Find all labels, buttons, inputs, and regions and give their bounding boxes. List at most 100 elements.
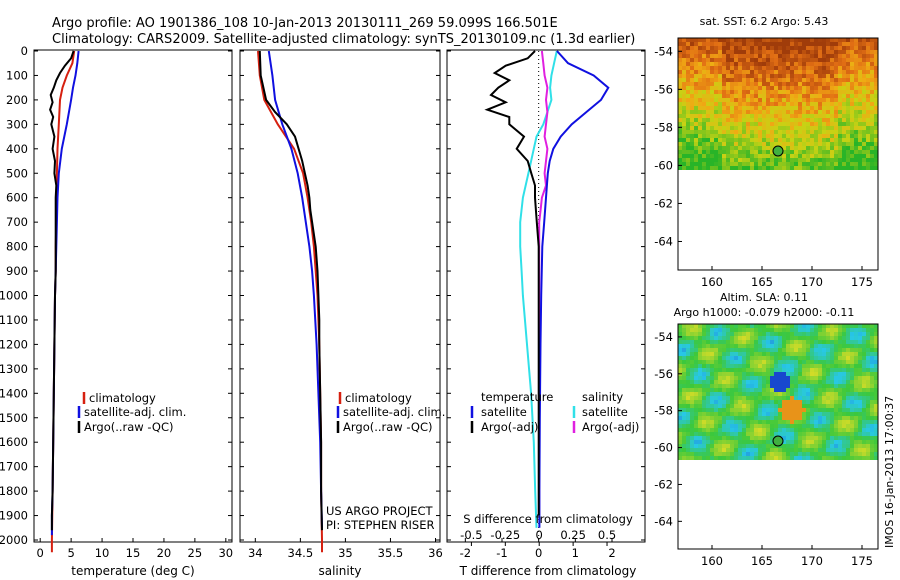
sla-cell [706, 404, 710, 408]
sst-cell [814, 118, 818, 122]
sla-cell [794, 444, 798, 448]
sst-cell [710, 94, 714, 98]
sla-cell [698, 364, 702, 368]
sla-cell [766, 424, 770, 428]
sla-cell [794, 452, 798, 456]
sst-cell [706, 130, 710, 134]
sla-cell [790, 412, 794, 416]
sst-cell [798, 94, 802, 98]
sla-cell [786, 336, 790, 340]
sst-cell [814, 78, 818, 82]
sst-cell [786, 58, 790, 62]
sla-cell [742, 412, 746, 416]
sla-cell [862, 396, 866, 400]
sst-cell [830, 102, 834, 106]
sla-cell [726, 404, 730, 408]
sla-cell [742, 364, 746, 368]
sst-cell [694, 78, 698, 82]
sst-cell [846, 62, 850, 66]
sla-cell [690, 408, 694, 412]
sst-cell [730, 38, 734, 42]
sst-cell [846, 130, 850, 134]
sla-cell [786, 372, 790, 376]
sla-cell [874, 444, 878, 448]
sst-cell [842, 126, 846, 130]
sst-cell [762, 70, 766, 74]
sla-cell [866, 456, 870, 460]
sla-cell [754, 372, 758, 376]
sla-cell [686, 452, 690, 456]
sla-cell [686, 332, 690, 336]
sla-cell [854, 408, 858, 412]
sla-cell [842, 360, 846, 364]
sst-cell [794, 70, 798, 74]
sla-cell [866, 352, 870, 356]
sla-cell [734, 456, 738, 460]
sla-cell [734, 372, 738, 376]
sst-cell [706, 46, 710, 50]
sla-cell [686, 352, 690, 356]
sla-cell [782, 432, 786, 436]
sla-cell [734, 364, 738, 368]
sla-cell [770, 412, 774, 416]
sla-cell [758, 332, 762, 336]
sst-cell [802, 118, 806, 122]
sla-cell [714, 396, 718, 400]
sst-cell [766, 62, 770, 66]
sst-cell [706, 122, 710, 126]
sla-cell [682, 348, 686, 352]
sla-cell [862, 456, 866, 460]
sla-cell [698, 440, 702, 444]
sla-cell [750, 420, 754, 424]
sla-cell [830, 448, 834, 452]
sla-cell [842, 336, 846, 340]
sst-cell [818, 46, 822, 50]
sst-cell [786, 50, 790, 54]
sst-cell [694, 106, 698, 110]
sst-cell [698, 166, 702, 170]
sla-cell [798, 400, 802, 404]
depth-tick-label: 900 [6, 264, 28, 278]
x-tick-label: 1 [572, 546, 579, 560]
sla-cell [678, 408, 682, 412]
sst-cell [710, 118, 714, 122]
sla-cell [706, 424, 710, 428]
sla-cell [730, 324, 734, 328]
sst-cell [766, 94, 770, 98]
sst-cell [730, 122, 734, 126]
sla-cell [798, 348, 802, 352]
sla-cell [702, 336, 706, 340]
sst-cell [754, 126, 758, 130]
sla-cell [678, 416, 682, 420]
sst-cell [842, 122, 846, 126]
sst-cell [710, 150, 714, 154]
sla-cell [734, 400, 738, 404]
sst-cell [802, 142, 806, 146]
sst-cell [690, 162, 694, 166]
sla-cell [822, 408, 826, 412]
sst-cell [730, 166, 734, 170]
sst-cell [830, 70, 834, 74]
sst-cell [682, 106, 686, 110]
sst-cell [690, 66, 694, 70]
sla-cell [766, 436, 770, 440]
sst-cell [862, 118, 866, 122]
sst-cell [874, 110, 878, 114]
sst-cell [802, 146, 806, 150]
sst-cell [802, 154, 806, 158]
sst-cell [858, 110, 862, 114]
sla-cell [762, 340, 766, 344]
sla-cell [722, 372, 726, 376]
sst-cell [682, 42, 686, 46]
sla-cell [818, 432, 822, 436]
sst-cell [742, 94, 746, 98]
sst-cell [798, 66, 802, 70]
sla-cell [710, 388, 714, 392]
sst-cell [866, 118, 870, 122]
sst-cell [762, 134, 766, 138]
sla-cell [866, 368, 870, 372]
sst-cell [726, 150, 730, 154]
sst-cell [838, 154, 842, 158]
sst-cell [694, 110, 698, 114]
